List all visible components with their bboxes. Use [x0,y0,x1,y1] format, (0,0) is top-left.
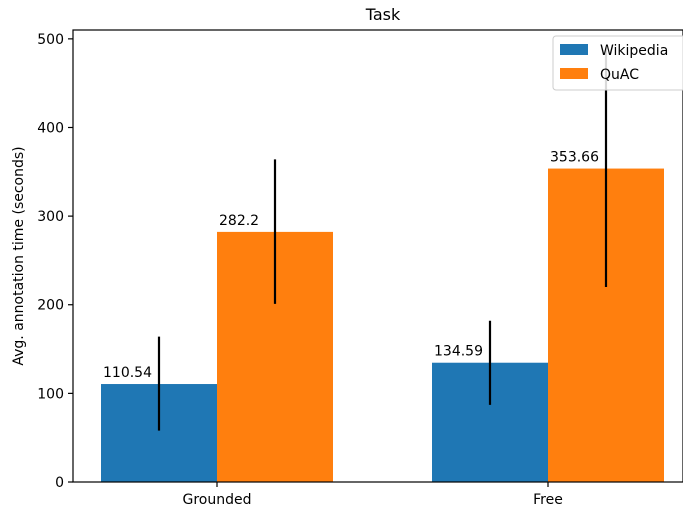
plot-frame [72,29,683,483]
data-label-wikipedia-free: 134.59 [434,344,483,360]
data-label-quac-free: 353.66 [550,150,599,166]
x-tick-label-free: Free [533,492,563,508]
data-label-quac-grounded: 282.2 [219,213,259,229]
y-tick-label: 0 [55,475,64,491]
plot-area: 110.54 134.59 282.2 353.66 0 100 200 300 400 500 G… [37,29,683,508]
y-tick-label: 500 [37,32,64,48]
legend: Wikipedia QuAC [552,35,683,91]
legend-label-wikipedia: Wikipedia [600,43,668,59]
data-label-wikipedia-grounded: 110.54 [103,365,152,381]
y-tick-label: 100 [37,386,64,402]
y-axis-label: Avg. annotation time (seconds) [11,146,27,365]
legend-swatch-wikipedia [560,44,588,55]
y-tick-label: 400 [37,120,64,136]
legend-swatch-quac [560,68,588,79]
x-tick-label-grounded: Grounded [183,492,252,508]
chart-title: Task [365,5,401,24]
y-tick-label: 300 [37,209,64,225]
legend-label-quac: QuAC [600,67,639,83]
y-tick-label: 200 [37,298,64,314]
